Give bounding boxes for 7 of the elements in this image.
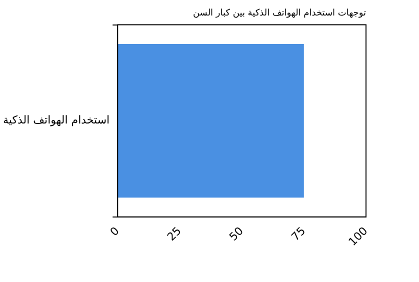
x-tick-label: 50 xyxy=(226,224,246,244)
x-tick-label: 25 xyxy=(164,224,184,244)
x-tick-label: 0 xyxy=(108,224,122,239)
y-tick-label: استخدام الهواتف الذكية xyxy=(2,114,110,127)
x-tick-label: 75 xyxy=(288,224,308,244)
x-tick-label: 100 xyxy=(346,224,370,248)
chart-title: توجهات استخدام الهواتف الذكية بين كبار السن xyxy=(192,8,366,19)
